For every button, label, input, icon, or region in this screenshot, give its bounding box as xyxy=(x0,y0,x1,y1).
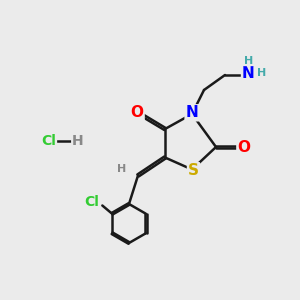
Text: O: O xyxy=(237,140,250,154)
Text: H: H xyxy=(257,68,266,79)
Text: Cl: Cl xyxy=(41,134,56,148)
Text: H: H xyxy=(117,164,126,175)
Text: S: S xyxy=(188,163,199,178)
Text: H: H xyxy=(244,56,253,66)
Text: N: N xyxy=(186,105,198,120)
Text: H: H xyxy=(72,134,84,148)
Text: O: O xyxy=(130,105,144,120)
Text: N: N xyxy=(242,66,255,81)
Text: Cl: Cl xyxy=(84,195,99,209)
